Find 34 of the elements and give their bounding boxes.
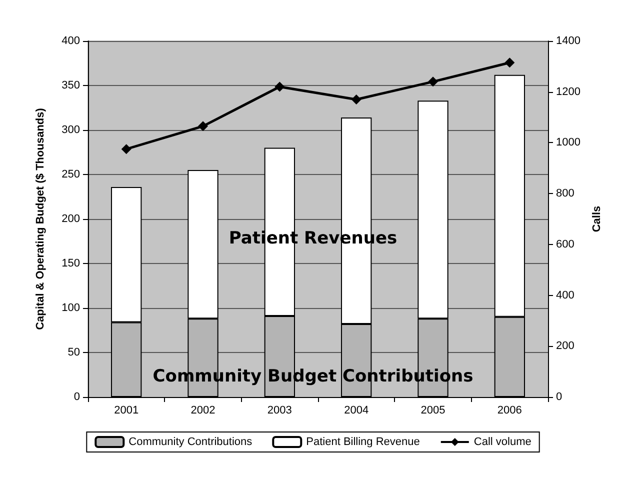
y2-tick-label: 400 [556,289,574,302]
legend-label: Patient Billing Revenue [306,436,420,448]
y-tick-label: 100 [62,302,80,314]
y-tick-label: 150 [62,258,80,270]
legend-label: Call volume [474,436,532,448]
point [351,94,362,104]
x-tick-label: 2002 [190,404,216,416]
x-tick-label: 2003 [267,404,292,416]
x-tick-label: 2005 [420,404,446,416]
y-tick-label: 300 [62,124,80,136]
y2-tick-label: 0 [556,391,562,403]
point [121,144,132,154]
y2-tick-label: 1400 [556,35,580,47]
y-tick-label: 0 [74,391,80,403]
point [274,82,285,92]
x-tick-label: 2004 [344,404,369,416]
x-tick-label: 2006 [497,404,522,416]
point [198,121,208,132]
y-tick-label: 50 [68,346,80,358]
y-tick-label: 250 [62,168,80,180]
y2-tick-label: 200 [556,340,574,352]
legend-label: Community Contributions [128,436,253,448]
y-axis-title: Capital & Operating Budget ($ Thousands) [34,108,46,330]
y2-axis-title: Calls [590,206,603,232]
y2-tick-label: 1200 [556,86,580,98]
y-tick-label: 200 [62,213,80,225]
point [504,58,515,68]
y-tick-label: 350 [62,80,80,92]
y-tick-label: 400 [62,35,80,47]
x-tick-label: 2001 [114,404,139,416]
y2-tick-label: 1000 [556,136,580,149]
y2-tick-label: 800 [556,188,574,200]
y2-tick-label: 600 [556,238,574,250]
point [428,76,438,87]
